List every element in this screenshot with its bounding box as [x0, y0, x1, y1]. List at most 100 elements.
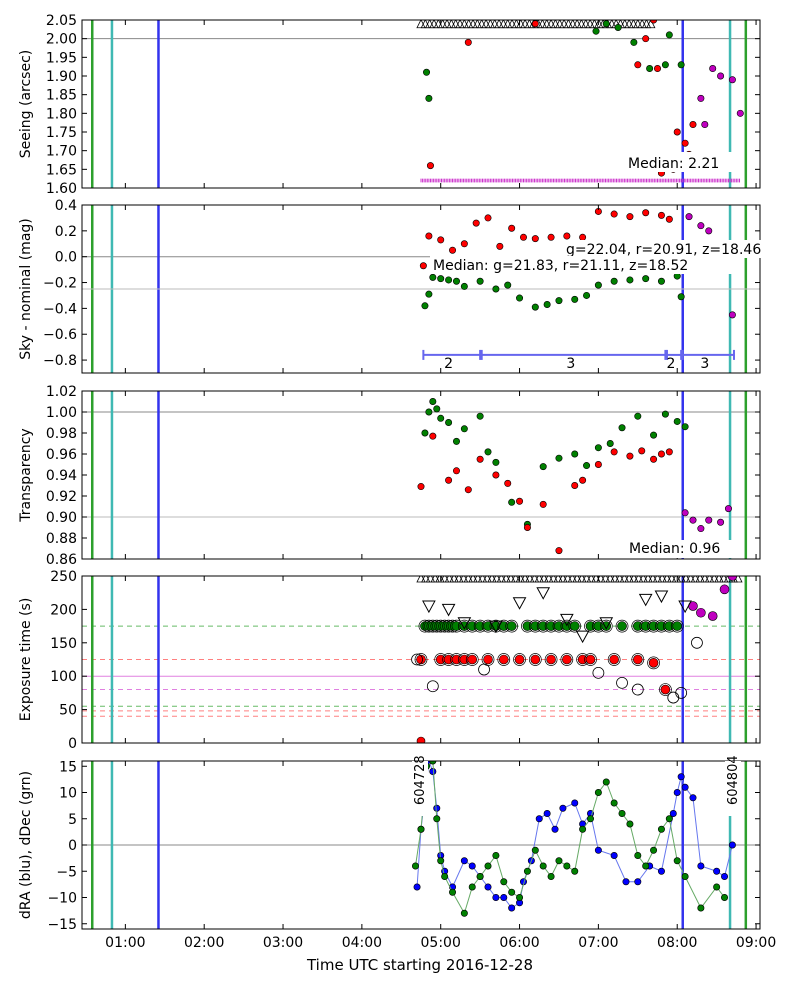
filter-values-annotation: g=22.04, r=20.91, z=18.46 [566, 242, 761, 258]
axes-frame [81, 575, 761, 744]
data-point-ring [465, 653, 479, 666]
data-point [555, 297, 563, 305]
y-tick-label: 0.96 [46, 447, 77, 463]
series-green-0 [421, 397, 689, 528]
data-point [437, 857, 445, 865]
data-point [492, 471, 500, 479]
data-point [610, 277, 618, 285]
data-point [460, 909, 468, 917]
data-point [464, 486, 472, 494]
y-tick-label: 250 [50, 569, 77, 585]
data-point [701, 121, 709, 129]
data-point [523, 867, 531, 875]
data-point [449, 246, 457, 254]
data-point [681, 872, 689, 880]
data-point [579, 825, 587, 833]
data-point [464, 38, 472, 46]
y-axis-label: Exposure time (s) [18, 598, 34, 722]
data-point [516, 893, 524, 901]
data-point [492, 285, 500, 293]
y-tick-label: 5 [68, 812, 77, 828]
median-annotation: Median: g=21.83, r=21.11, z=18.52 [433, 258, 688, 274]
data-point [697, 862, 705, 870]
data-point [516, 294, 524, 302]
x-tick-label: 06:00 [499, 935, 539, 951]
data-point [689, 121, 697, 129]
data-point [689, 516, 697, 524]
axes-frame [81, 390, 761, 560]
panel-3: 0.86 0.88 0.90 0.92 0.94 0.96 0.98 1.00 1.02 Tran… [18, 384, 761, 568]
data-point [594, 444, 602, 452]
data-point [508, 224, 516, 232]
data-point [460, 857, 468, 865]
series-green-0 [418, 619, 684, 633]
data-point [468, 862, 476, 870]
data-point [452, 277, 460, 285]
data-point-ring [505, 619, 519, 633]
data-point [594, 788, 602, 796]
data-point [665, 215, 673, 223]
x-tick-label: 08:00 [657, 935, 697, 951]
exposure-id-label: 604728 [413, 755, 428, 805]
series-magenta-2 [697, 65, 744, 129]
y-tick-label: −0.2 [43, 276, 77, 292]
x-tick-label: 03:00 [263, 935, 303, 951]
x-tick-label: 05:00 [421, 935, 461, 951]
x-tick-label: 01:00 [105, 935, 145, 951]
data-point [642, 275, 650, 283]
data-point-ring [528, 653, 542, 666]
data-point [555, 454, 563, 462]
data-point [411, 653, 423, 666]
data-point [681, 509, 689, 517]
data-point [519, 233, 527, 241]
series-none-3 [411, 636, 703, 704]
data-point-ring [414, 653, 428, 666]
data-point [673, 788, 681, 796]
y-tick-label: 0.88 [46, 531, 77, 547]
data-point [678, 600, 692, 614]
series-magenta-2 [688, 576, 738, 621]
data-point [508, 904, 516, 912]
data-point [498, 654, 509, 665]
data-point [425, 290, 433, 298]
y-tick-label: 1.75 [46, 125, 77, 141]
data-point [530, 654, 541, 665]
exposure-id-label: 604804 [726, 755, 741, 805]
data-point [571, 295, 579, 303]
data-point [634, 851, 642, 859]
x-axis-label: Time UTC starting 2016-12-28 [306, 956, 533, 974]
data-point [571, 799, 579, 807]
y-tick-label: 0.2 [55, 224, 77, 240]
data-point [437, 275, 445, 283]
data-point [445, 276, 453, 284]
y-tick-label: 2.00 [46, 32, 77, 48]
data-point [626, 452, 634, 460]
data-point [713, 867, 721, 875]
data-point [727, 576, 738, 581]
data-point [717, 518, 725, 526]
data-point [634, 878, 642, 886]
x-tick-label: 02:00 [184, 935, 224, 951]
series-none-4 [422, 587, 692, 644]
x-tick-label: 07:00 [578, 935, 618, 951]
data-point [429, 397, 437, 405]
data-point [634, 412, 642, 420]
data-point [626, 820, 634, 828]
data-point [675, 687, 688, 699]
y-tick-label: 15 [59, 759, 77, 775]
data-point [417, 825, 425, 833]
data-point [579, 233, 587, 241]
data-point [594, 846, 602, 854]
y-tick-label: 0.90 [46, 510, 77, 526]
y-tick-label: 0 [68, 838, 77, 854]
data-point [559, 804, 567, 812]
data-point [483, 654, 493, 665]
data-point [531, 303, 539, 311]
data-point [728, 311, 736, 319]
data-point [657, 450, 665, 458]
data-point [673, 857, 681, 865]
data-point [423, 68, 431, 76]
y-tick-label: 1.85 [46, 88, 77, 104]
data-point-ring [513, 653, 526, 666]
data-point [512, 597, 527, 610]
